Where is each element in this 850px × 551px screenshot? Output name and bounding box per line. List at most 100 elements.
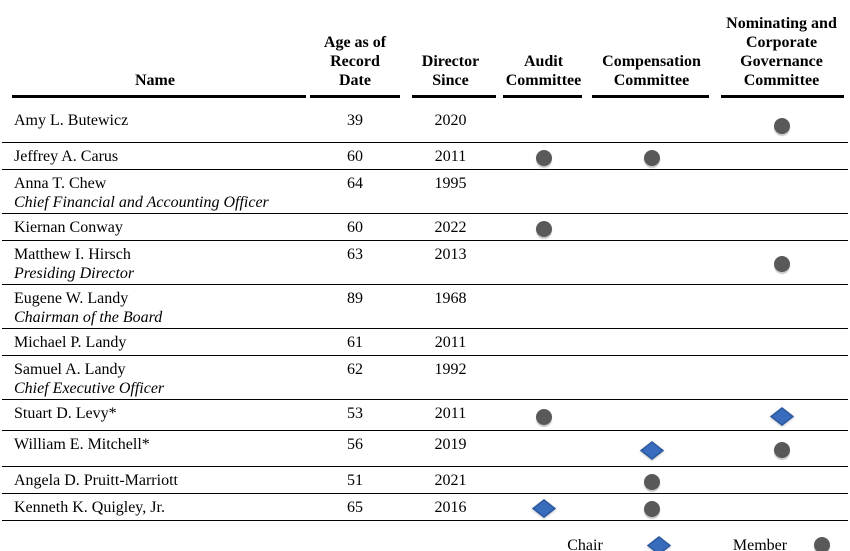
director-name: William E. Mitchell* (14, 436, 150, 453)
since-value: 2022 (434, 219, 467, 236)
column-header-age: Age as of Record Date (308, 0, 402, 98)
audit-cell (499, 112, 588, 140)
age-cell: 89 (308, 290, 402, 308)
nominating-cell (715, 361, 848, 397)
chair-diamond-icon (769, 407, 794, 426)
age-cell: 63 (308, 246, 402, 264)
header-underline (12, 95, 306, 98)
age-cell: 60 (308, 148, 402, 166)
age-value: 62 (347, 361, 363, 378)
age-value: 63 (347, 246, 363, 263)
director-title: Presiding Director (14, 265, 135, 282)
table-row: Matthew I. Hirsch Presiding Director 63 … (2, 241, 848, 285)
compensation-cell (588, 334, 715, 353)
table-row: Kenneth K. Quigley, Jr. 65 2016 (2, 494, 848, 521)
name-cell: Eugene W. Landy Chairman of the Board (2, 290, 308, 326)
compensation-cell (588, 405, 715, 428)
since-cell: 2011 (402, 334, 499, 352)
member-circle-icon (773, 442, 790, 458)
age-cell: 51 (308, 472, 402, 490)
age-cell: 39 (308, 112, 402, 130)
nominating-cell (715, 472, 848, 491)
age-value: 89 (347, 290, 363, 307)
column-header-name-label: Name (135, 72, 175, 89)
director-name: Stuart D. Levy* (14, 405, 117, 422)
table-row: Eugene W. Landy Chairman of the Board 89… (2, 285, 848, 329)
table-row: Anna T. Chew Chief Financial and Account… (2, 170, 848, 214)
age-value: 39 (347, 112, 363, 129)
age-value: 65 (347, 499, 363, 516)
nominating-cell (715, 112, 848, 140)
header-underline (412, 95, 496, 98)
age-cell: 62 (308, 361, 402, 379)
director-name: Matthew I. Hirsch (14, 246, 131, 263)
nominating-cell (715, 219, 848, 238)
director-name: Jeffrey A. Carus (14, 148, 119, 165)
column-header-nominating-committee-label: Nominating and Corporate Governance Comm… (726, 15, 837, 89)
header-underline (592, 95, 709, 98)
header-underline (503, 95, 582, 98)
compensation-cell (588, 472, 715, 491)
member-circle-icon (773, 256, 790, 272)
audit-cell (499, 472, 588, 491)
nominating-cell (715, 175, 848, 211)
compensation-cell (588, 219, 715, 238)
nominating-cell (715, 290, 848, 326)
since-cell: 1992 (402, 361, 499, 379)
since-value: 2020 (434, 112, 467, 129)
since-cell: 2020 (402, 112, 499, 130)
since-cell: 2019 (402, 436, 499, 454)
chair-diamond-icon (531, 499, 556, 518)
column-header-compensation-committee-label: Compensation Committee (602, 53, 701, 89)
name-cell: Kenneth K. Quigley, Jr. (2, 499, 308, 517)
legend-chair-icon-slot (646, 536, 672, 551)
director-name: Kenneth K. Quigley, Jr. (14, 499, 165, 516)
table-body: Amy L. Butewicz 39 2020 Jeffrey A. Carus… (2, 98, 848, 521)
compensation-cell (588, 148, 715, 167)
nominating-cell (715, 334, 848, 353)
compensation-cell (588, 175, 715, 211)
name-cell: Jeffrey A. Carus (2, 148, 308, 166)
column-header-director-since-label: Director Since (421, 53, 480, 89)
column-header-audit-committee: Audit Committee (499, 0, 588, 98)
director-title: Chairman of the Board (14, 309, 163, 326)
table-row: Angela D. Pruitt-Marriott 51 2021 (2, 467, 848, 494)
nominating-cell (715, 436, 848, 464)
name-cell: Amy L. Butewicz (2, 112, 308, 130)
since-value: 1992 (434, 361, 467, 378)
name-cell: Matthew I. Hirsch Presiding Director (2, 246, 308, 282)
director-title: Chief Financial and Accounting Officer (14, 194, 269, 211)
name-cell: Samuel A. Landy Chief Executive Officer (2, 361, 308, 397)
member-circle-icon (814, 537, 830, 551)
age-cell: 56 (308, 436, 402, 454)
since-cell: 2016 (402, 499, 499, 517)
since-cell: 2022 (402, 219, 499, 237)
column-header-audit-committee-label: Audit Committee (505, 53, 582, 89)
audit-cell (499, 436, 588, 464)
since-value: 2019 (434, 436, 467, 453)
audit-cell (499, 334, 588, 353)
table-row: Michael P. Landy 61 2011 (2, 329, 848, 356)
since-cell: 1968 (402, 290, 499, 308)
since-cell: 2013 (402, 246, 499, 264)
audit-cell (499, 499, 588, 518)
nominating-cell (715, 148, 848, 167)
since-value: 1968 (434, 290, 467, 307)
age-value: 51 (347, 472, 363, 489)
column-header-name: Name (2, 0, 308, 98)
table-row: Kiernan Conway 60 2022 (2, 214, 848, 241)
director-name: Samuel A. Landy (14, 361, 126, 378)
table-row: Amy L. Butewicz 39 2020 (2, 98, 848, 143)
since-cell: 1995 (402, 175, 499, 193)
since-value: 2021 (434, 472, 467, 489)
since-cell: 2021 (402, 472, 499, 490)
compensation-cell (588, 361, 715, 397)
legend-chair-label: Chair (567, 537, 603, 551)
nominating-cell (715, 405, 848, 428)
member-circle-icon (643, 149, 660, 166)
since-cell: 2011 (402, 148, 499, 166)
table-row: Stuart D. Levy* 53 2011 (2, 400, 848, 431)
member-circle-icon (773, 118, 790, 134)
audit-cell (499, 175, 588, 211)
